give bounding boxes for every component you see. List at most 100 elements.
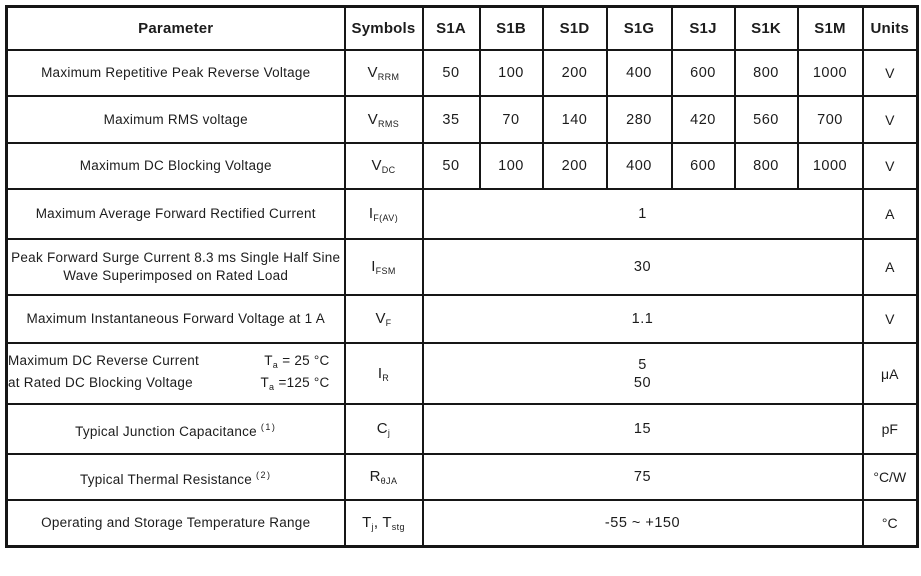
value-cell: 50 bbox=[421, 142, 481, 190]
header-symbols: Symbols bbox=[343, 5, 424, 51]
symbol-base: , T bbox=[373, 514, 392, 531]
symbol-base: V bbox=[371, 157, 382, 174]
symbol-cell: RθJA bbox=[343, 453, 424, 501]
merged-value-cell: 1.1 bbox=[421, 294, 864, 344]
table-row-tj-tstg: Operating and Storage Temperature Range … bbox=[5, 499, 919, 548]
merged-value-cell: -55 ~ +150 bbox=[421, 499, 864, 548]
value-cell: 800 bbox=[733, 142, 799, 190]
footnote-marker: (1) bbox=[260, 421, 277, 432]
unit-cell: pF bbox=[861, 403, 919, 455]
parameter-text: Typical Junction Capacitance bbox=[75, 423, 257, 439]
symbol-subscript: R bbox=[382, 372, 390, 383]
unit-cell: A bbox=[861, 188, 919, 240]
header-model-s1k: S1K bbox=[733, 5, 799, 51]
value-cell: 400 bbox=[605, 49, 673, 97]
symbol-cell: VDC bbox=[343, 142, 424, 190]
value-cell: 600 bbox=[670, 49, 736, 97]
table-header-row: Parameter Symbols S1A S1B S1D S1G S1J S1… bbox=[5, 5, 919, 51]
value-cell: 280 bbox=[605, 95, 673, 144]
parameter-cell: Maximum DC Blocking Voltage bbox=[5, 142, 346, 190]
symbol-base: T bbox=[362, 514, 372, 531]
symbol-subscript: j bbox=[387, 428, 391, 438]
symbol-base: V bbox=[367, 64, 378, 81]
table-row-vrrm: Maximum Repetitive Peak Reverse Voltage … bbox=[5, 49, 919, 97]
table-row-vrms: Maximum RMS voltage VRMS 35 70 140 280 4… bbox=[5, 95, 919, 144]
value-cell: 1000 bbox=[796, 142, 864, 190]
datasheet-page: Parameter Symbols S1A S1B S1D S1G S1J S1… bbox=[0, 5, 921, 576]
parameter-cell: Maximum Average Forward Rectified Curren… bbox=[5, 188, 346, 240]
value-cell: 50 bbox=[421, 49, 481, 97]
symbol-base: I bbox=[371, 258, 376, 275]
table-row-vf: Maximum Instantaneous Forward Voltage at… bbox=[5, 294, 919, 344]
merged-value-cell: 75 bbox=[421, 453, 864, 501]
header-model-s1b: S1B bbox=[478, 5, 544, 51]
value-cell: 35 bbox=[421, 95, 481, 144]
unit-cell: V bbox=[861, 95, 919, 144]
value-cell: 800 bbox=[733, 49, 799, 97]
symbol-cell: Tj, Tstg bbox=[343, 499, 424, 548]
symbol-cell: Cj bbox=[343, 403, 424, 455]
table-row-ir: Maximum DC Reverse Current Ta = 25 °C at… bbox=[5, 342, 919, 405]
value-cell: 700 bbox=[796, 95, 864, 144]
parameter-text: at Rated DC Blocking Voltage bbox=[8, 374, 193, 390]
symbol-subscript: θJA bbox=[380, 476, 398, 486]
symbol-base: V bbox=[375, 310, 386, 327]
symbol-subscript: RMS bbox=[378, 118, 400, 129]
parameter-cell: Typical Thermal Resistance (2) bbox=[5, 453, 346, 501]
unit-cell: A bbox=[861, 238, 919, 296]
merged-value-cell: 15 bbox=[421, 403, 864, 455]
parameter-text: Typical Thermal Resistance bbox=[79, 471, 253, 487]
parameter-cell: Typical Junction Capacitance (1) bbox=[5, 403, 346, 455]
parameter-cell: Peak Forward Surge Current 8.3 ms Single… bbox=[5, 238, 346, 296]
symbol-subscript: F(AV) bbox=[373, 213, 399, 223]
symbol-subscript: j bbox=[371, 522, 374, 532]
footnote-marker: (2) bbox=[256, 469, 272, 480]
symbol-cell: VF bbox=[343, 294, 424, 344]
unit-cell: V bbox=[861, 142, 919, 190]
parameter-cell: Maximum Instantaneous Forward Voltage at… bbox=[5, 294, 346, 344]
test-condition: Ta = 25 °C bbox=[264, 352, 330, 370]
value-line: 50 bbox=[633, 374, 652, 391]
symbol-base: I bbox=[368, 205, 374, 222]
parameter-line: Maximum DC Reverse Current Ta = 25 °C bbox=[8, 352, 343, 374]
merged-value-cell: 5 50 bbox=[421, 342, 864, 405]
header-units: Units bbox=[861, 5, 919, 51]
parameter-text: Maximum DC Reverse Current bbox=[8, 352, 200, 368]
table-row-ifav: Maximum Average Forward Rectified Curren… bbox=[5, 188, 919, 240]
parameter-cell: Maximum Repetitive Peak Reverse Voltage bbox=[5, 49, 346, 97]
symbol-cell: VRMS bbox=[343, 95, 424, 144]
parameter-cell: Operating and Storage Temperature Range bbox=[5, 499, 346, 548]
table-row-vdc: Maximum DC Blocking Voltage VDC 50 100 2… bbox=[5, 142, 919, 190]
symbol-base: V bbox=[367, 110, 378, 128]
merged-value-cell: 30 bbox=[421, 238, 864, 296]
symbol-subscript: stg bbox=[391, 522, 405, 532]
unit-cell: °C/W bbox=[861, 453, 919, 501]
table-row-rthja: Typical Thermal Resistance (2) RθJA 75 °C… bbox=[5, 453, 919, 501]
value-cell: 400 bbox=[605, 142, 673, 190]
symbol-subscript: DC bbox=[381, 165, 396, 175]
symbol-cell: IFSM bbox=[343, 238, 424, 296]
symbol-subscript: RRM bbox=[377, 72, 400, 82]
value-cell: 600 bbox=[670, 142, 736, 190]
value-cell: 100 bbox=[478, 49, 544, 97]
symbol-cell: IF(AV) bbox=[343, 188, 424, 240]
parameter-cell: Maximum RMS voltage bbox=[5, 95, 346, 144]
header-parameter: Parameter bbox=[5, 5, 346, 51]
unit-cell: V bbox=[861, 294, 919, 344]
header-model-s1a: S1A bbox=[421, 5, 481, 51]
parameter-line: at Rated DC Blocking Voltage Ta =125 °C bbox=[8, 374, 343, 396]
table-row-ifsm: Peak Forward Surge Current 8.3 ms Single… bbox=[5, 238, 919, 296]
header-model-s1d: S1D bbox=[541, 5, 608, 51]
symbol-base: I bbox=[377, 364, 383, 382]
unit-cell: μA bbox=[861, 342, 919, 405]
unit-cell: °C bbox=[861, 499, 919, 548]
table-row-cj: Typical Junction Capacitance (1) Cj 15 pF bbox=[5, 403, 919, 455]
symbol-subscript: F bbox=[385, 318, 392, 328]
symbol-cell: IR bbox=[343, 342, 424, 405]
symbol-cell: VRRM bbox=[343, 49, 424, 97]
value-cell: 100 bbox=[478, 142, 544, 190]
value-cell: 200 bbox=[541, 142, 608, 190]
symbol-base: C bbox=[376, 420, 388, 437]
merged-value-cell: 1 bbox=[421, 188, 864, 240]
header-model-s1m: S1M bbox=[796, 5, 864, 51]
